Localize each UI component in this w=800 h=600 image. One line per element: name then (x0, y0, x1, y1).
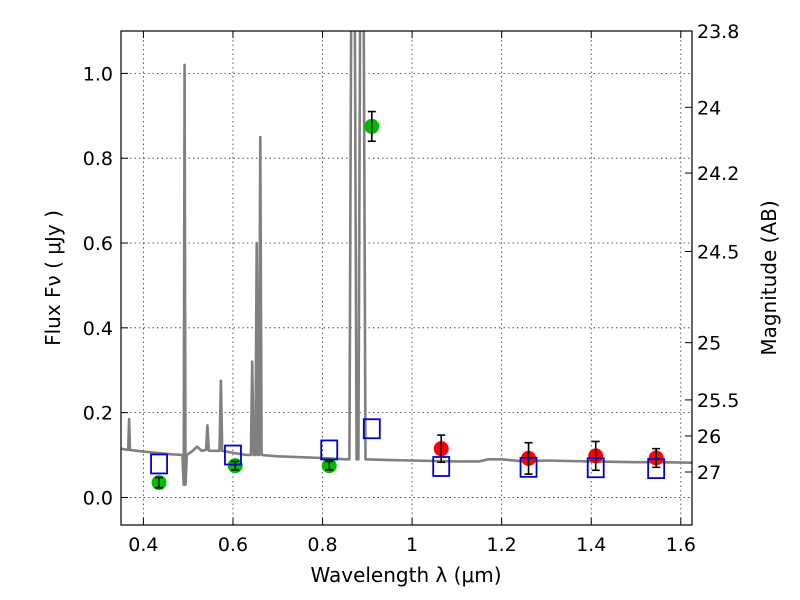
model-square (432, 456, 451, 477)
y-tick-label: 0.2 (83, 403, 113, 425)
y-tick-label: 0.8 (83, 148, 113, 170)
y2-tick-label: 25 (697, 333, 721, 355)
model-square (224, 444, 242, 466)
y2-tick-label: 24 (697, 97, 721, 119)
x-tick-label: 1.2 (487, 534, 517, 556)
x-tick-label: 1 (406, 534, 418, 556)
points-layer (150, 110, 666, 491)
grid (121, 31, 692, 525)
y2-tick-label: 24.5 (697, 241, 739, 263)
x-tick-label: 1.4 (576, 534, 606, 556)
y2-tick-label: 27 (697, 462, 721, 484)
y-tick-label: 0.0 (83, 487, 113, 509)
y2-axis-title: Magnitude (AB) (757, 200, 781, 355)
x-tick-label: 1.6 (666, 534, 696, 556)
model-square (586, 457, 605, 479)
model-square (647, 458, 666, 480)
y-axis-title: Flux Fν ( μJy ) (41, 210, 65, 346)
y2-tick-label: 24.2 (697, 163, 739, 185)
y-tick-label: 1.0 (83, 63, 113, 85)
y2-tick-label: 26 (697, 426, 721, 448)
x-tick-label: 0.4 (128, 534, 158, 556)
model-square (150, 453, 168, 475)
model-square (362, 418, 381, 440)
y2-tick-label: 23.8 (697, 21, 739, 43)
x-tick-label: 0.6 (218, 534, 248, 556)
x-tick-label: 0.8 (307, 534, 337, 556)
y-tick-label: 0.4 (83, 318, 113, 340)
spectrum-line (121, 31, 692, 486)
spectrum-layer (121, 31, 692, 486)
model-square (519, 456, 538, 478)
ticks-layer: 0.4 0.6 0.8 1 1.2 1.4 1.6 0.0 0.2 0.4 0.6 0.8 1.0 23.… (83, 21, 740, 556)
y2-tick-label: 25.5 (697, 390, 739, 412)
y-tick-label: 0.6 (83, 233, 113, 255)
x-axis-title: Wavelength λ (μm) (310, 563, 501, 587)
model-square (320, 439, 339, 461)
plot-frame (120, 30, 693, 526)
